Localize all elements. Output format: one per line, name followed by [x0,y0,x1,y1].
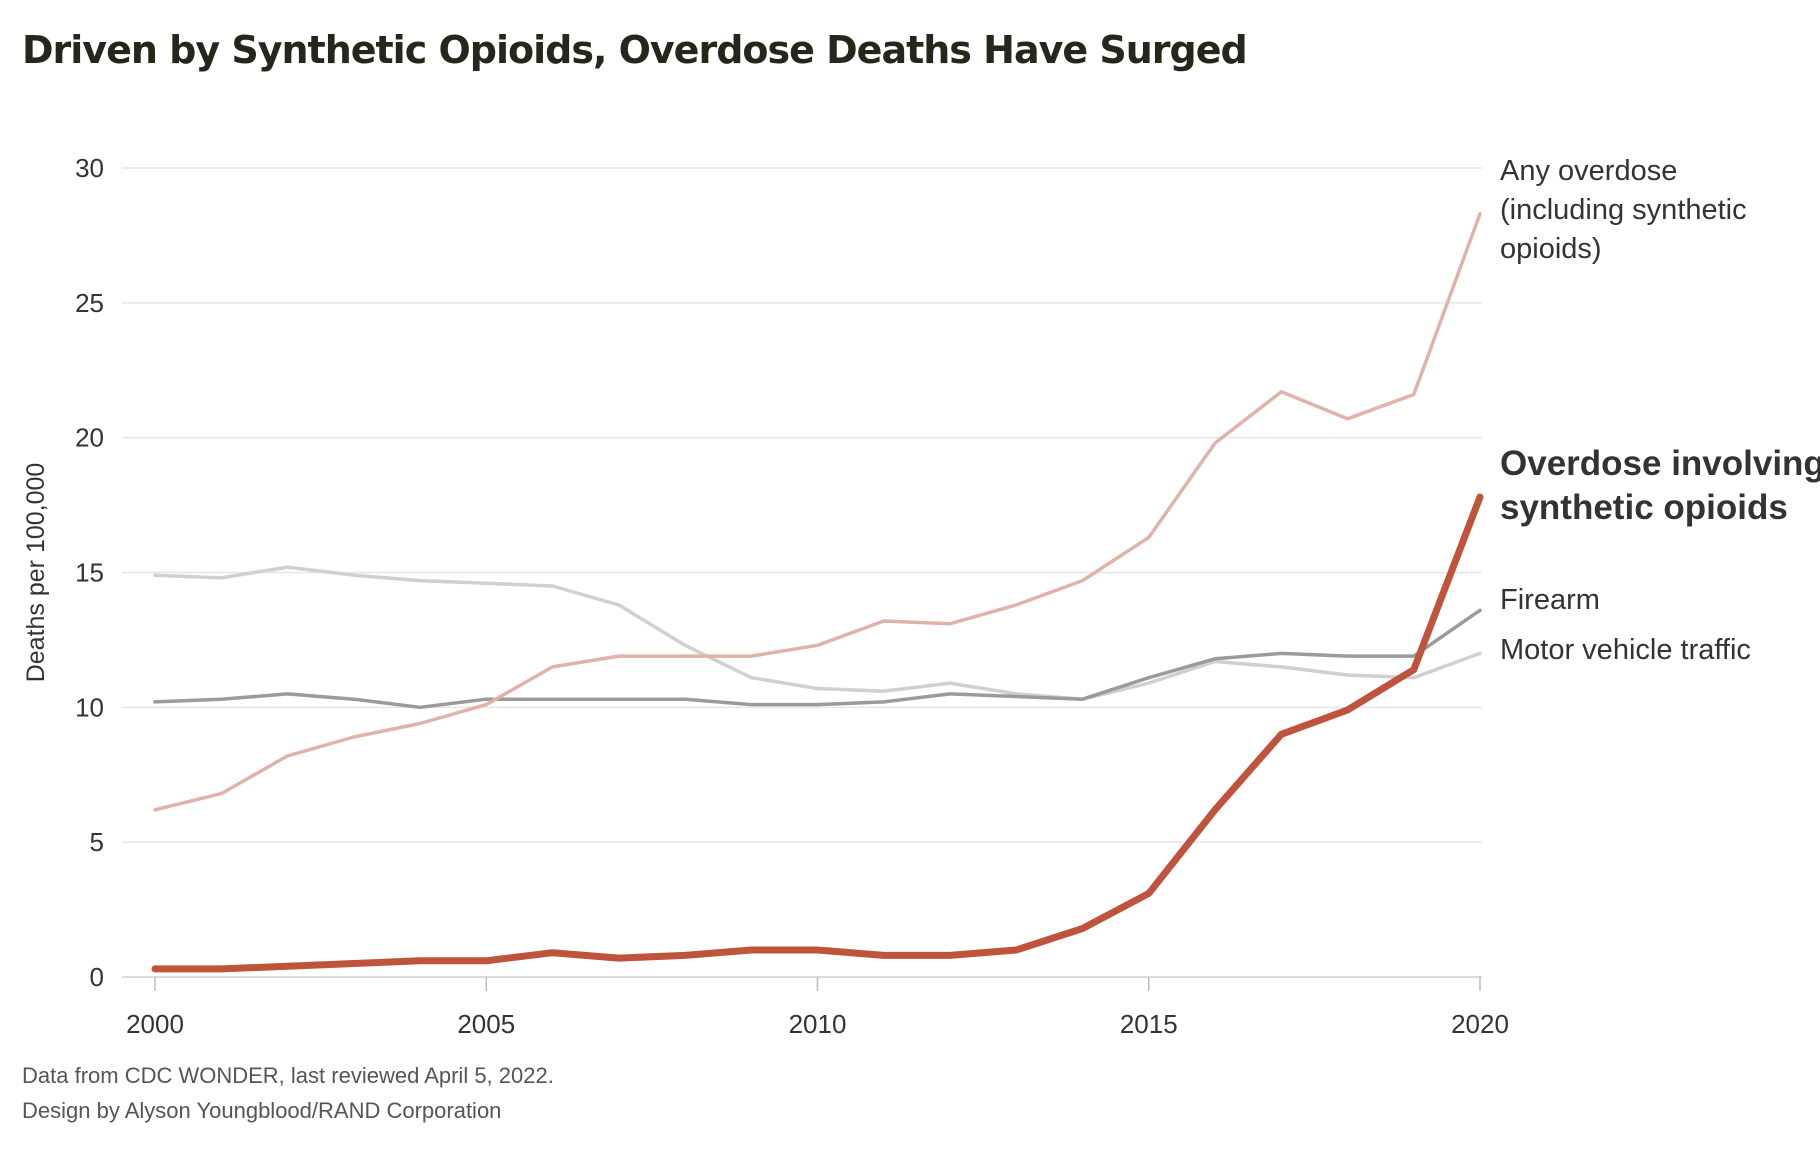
y-tick-label: 10 [75,692,104,722]
x-tick-label: 2000 [126,1009,184,1039]
series-line-3 [151,493,1484,973]
series-line-1 [153,608,1482,710]
x-tick-label: 2015 [1120,1009,1178,1039]
x-tick-label: 2020 [1451,1009,1509,1039]
y-tick-label: 15 [75,558,104,588]
series-label-0: Motor vehicle traffic [1500,634,1751,666]
x-tick-label: 2005 [457,1009,515,1039]
y-tick-label: 20 [75,423,104,453]
credit-note: Design by Alyson Youngblood/RAND Corpora… [22,1098,502,1123]
series-lines [151,212,1484,973]
y-tick-label: 25 [75,288,104,318]
y-axis-label: Deaths per 100,000 [22,463,50,683]
gridlines [122,167,1482,978]
y-tick-label: 30 [75,153,104,183]
series-line-0 [153,565,1482,701]
series-label-2: (including synthetic [1500,194,1747,226]
x-tick-label: 2010 [789,1009,847,1039]
x-axis: 2000 2005 2010 2015 2020 [126,977,1509,1039]
series-label-3: Overdose involving [1500,444,1820,483]
y-tick-label: 5 [90,827,104,857]
series-label-3: synthetic opioids [1500,488,1788,527]
series-label-1: Firearm [1500,584,1600,616]
series-label-2: opioids) [1500,233,1602,265]
source-note: Data from CDC WONDER, last reviewed Apri… [22,1063,554,1088]
series-line-2 [153,212,1482,812]
chart-title: Driven by Synthetic Opioids, Overdose De… [22,28,1248,72]
series-label-2: Any overdose [1500,155,1677,187]
y-tick-label: 0 [90,962,104,992]
series-labels: Motor vehicle traffic Firearm Any overdose… [1500,155,1820,666]
y-axis: 0 5 10 15 20 25 30 Deaths per 100,000 [22,153,104,992]
